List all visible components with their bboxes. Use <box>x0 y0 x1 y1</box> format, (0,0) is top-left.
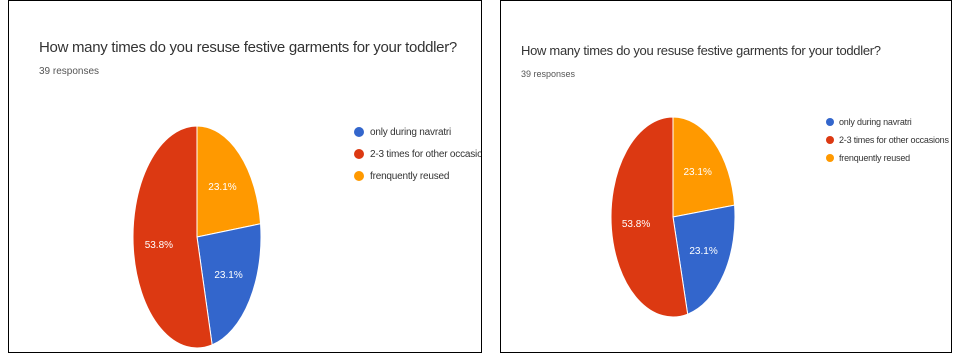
chart-panel-right: How many times do you resuse festive gar… <box>500 0 952 353</box>
slice-percent-label: 23.1% <box>214 270 242 281</box>
legend-swatch <box>354 171 364 181</box>
slice-percent-label: 23.1% <box>689 246 717 257</box>
chart-title: How many times do you resuse festive gar… <box>39 39 457 56</box>
legend-swatch <box>826 154 834 162</box>
legend-swatch <box>354 149 364 159</box>
slice-percent-label: 53.8% <box>145 240 173 251</box>
legend-label: 2-3 times for other occasions <box>370 148 482 160</box>
legend-swatch <box>826 118 834 126</box>
response-count: 39 responses <box>521 69 576 79</box>
legend-label: frenquently reused <box>370 170 450 182</box>
legend-label: only during navratri <box>839 117 912 127</box>
legend-swatch <box>354 127 364 137</box>
legend-item[interactable]: 2-3 times for other occasions <box>354 143 482 165</box>
pie-slice <box>132 125 213 349</box>
chart-title: How many times do you resuse festive gar… <box>521 43 881 58</box>
slice-percent-label: 23.1% <box>684 167 712 178</box>
pie-slice <box>196 125 262 238</box>
legend-label: only during navratri <box>370 126 452 138</box>
pie-chart: 23.1% 23.1% 53.8% <box>132 125 262 349</box>
pie-chart: 23.1% 23.1% 53.8% <box>610 116 736 318</box>
response-count: 39 responses <box>39 66 100 77</box>
legend-label: frenquently reused <box>839 153 910 163</box>
legend-item[interactable]: only during navratri <box>826 113 949 131</box>
legend-item[interactable]: frenquently reused <box>826 149 949 167</box>
pie-slice <box>196 223 262 346</box>
legend-item[interactable]: 2-3 times for other occasions <box>826 131 949 149</box>
pie-slice <box>672 116 736 218</box>
chart-panel-left: How many times do you resuse festive gar… <box>8 0 482 353</box>
legend-item[interactable]: frenquently reused <box>354 165 481 187</box>
slice-percent-label: 53.8% <box>622 219 650 230</box>
legend: only during navratri 2-3 times for other … <box>354 121 482 187</box>
legend-swatch <box>826 136 834 144</box>
legend: only during navratri 2-3 times for other … <box>826 113 949 167</box>
pie-slice <box>610 116 689 318</box>
pie-slice <box>672 204 736 315</box>
legend-label: 2-3 times for other occasions <box>839 135 949 145</box>
legend-item[interactable]: only during navratri <box>354 121 481 143</box>
slice-percent-label: 23.1% <box>208 182 236 193</box>
